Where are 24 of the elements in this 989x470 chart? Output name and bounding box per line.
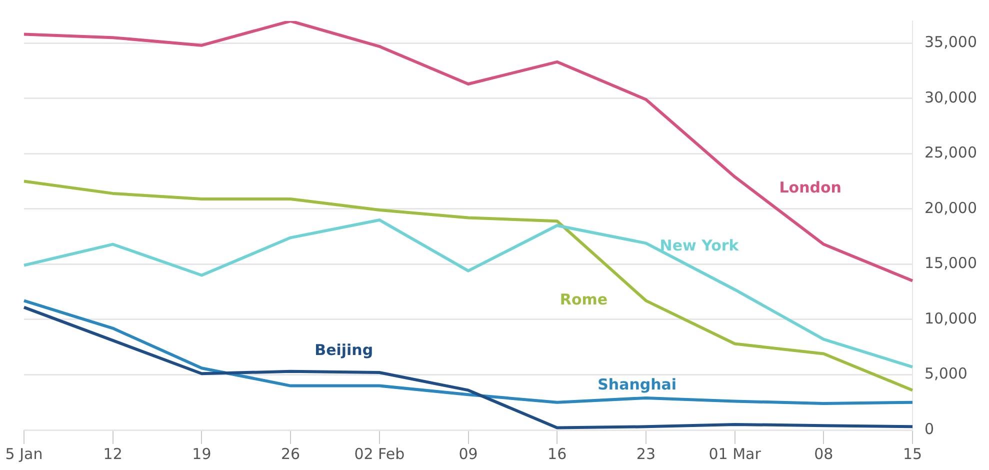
series-label: Rome bbox=[560, 290, 608, 309]
series-label: Shanghai bbox=[598, 375, 677, 394]
x-tick-label: 01 Mar bbox=[708, 444, 762, 463]
x-tick-label: 02 Feb bbox=[354, 444, 405, 463]
x-tick-label: 12 bbox=[103, 444, 122, 463]
x-tick-label: 26 bbox=[281, 444, 300, 463]
x-tick-label: 23 bbox=[636, 444, 656, 463]
y-tick-label: 20,000 bbox=[924, 198, 978, 217]
y-tick-label: 0 bbox=[924, 420, 934, 438]
series-label: New York bbox=[660, 236, 740, 255]
x-tick-label: 5 Jan bbox=[5, 444, 43, 463]
y-tick-label: 15,000 bbox=[924, 254, 978, 272]
x-tick-label: 15 bbox=[902, 444, 922, 463]
y-tick-label: 25,000 bbox=[924, 144, 978, 162]
y-tick-label: 10,000 bbox=[924, 309, 978, 328]
y-tick-label: 35,000 bbox=[924, 33, 978, 51]
x-tick-label: 09 bbox=[458, 444, 478, 463]
x-tick-label: 16 bbox=[548, 444, 567, 463]
y-tick-label: 30,000 bbox=[924, 88, 978, 106]
x-tick-label: 08 bbox=[814, 444, 834, 463]
x-tick-label: 19 bbox=[192, 444, 212, 463]
series-label: London bbox=[779, 178, 842, 197]
y-tick-label: 5,000 bbox=[924, 364, 968, 383]
series-label: Beijing bbox=[314, 340, 374, 359]
